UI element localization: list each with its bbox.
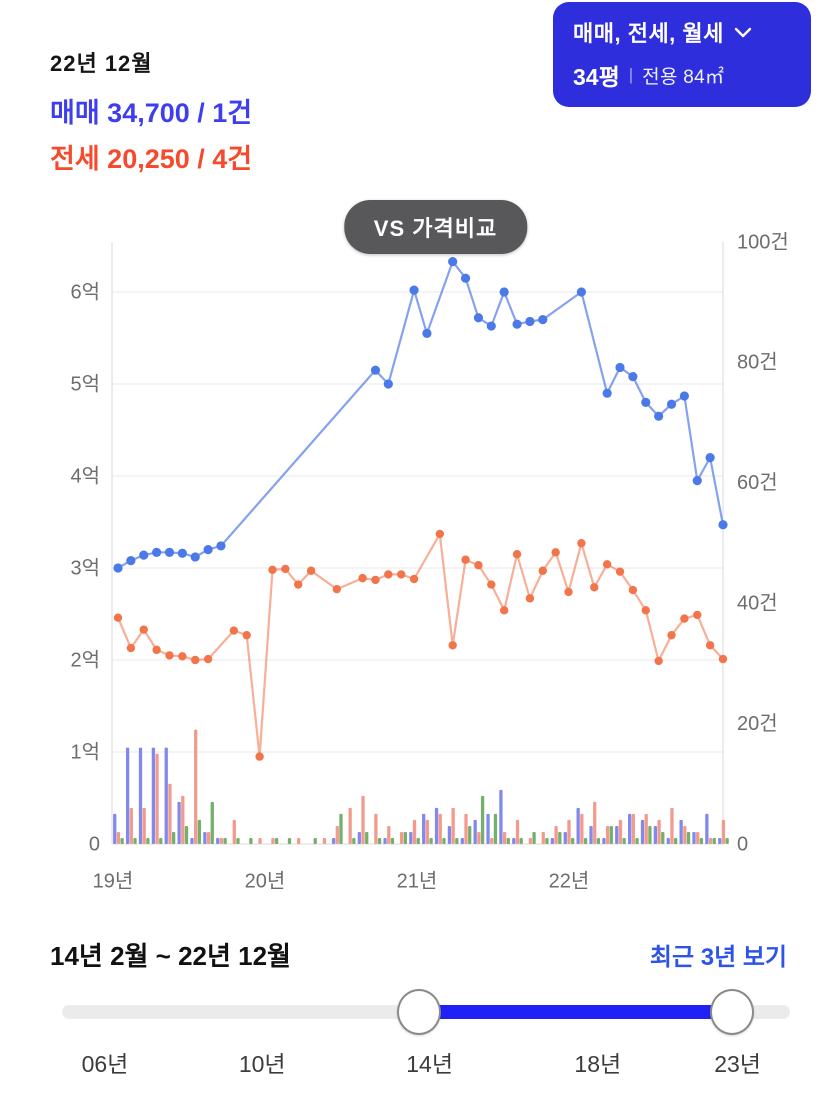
exclusive-area-label: 전용 84㎡ [642,66,725,88]
separator-bar: | [628,65,634,84]
svg-text:6억: 6억 [70,280,100,303]
slider-right-handle[interactable] [709,989,754,1035]
recent-3-years-link[interactable]: 최근 3년 보기 [649,944,787,971]
svg-text:0: 0 [89,833,100,855]
slider-year-label: 06년 [81,1051,129,1077]
svg-text:40건: 40건 [737,591,778,614]
svg-text:100건: 100건 [737,232,789,253]
chart-header: 22년 12월 매매 34,700 / 1건 전세 20,250 / 4건 매매… [0,0,827,176]
price-history-chart: VS 가격비교 6억 5억 4억 3억 2억 1억 0 100건 80건 60건 40건 20건 0 19… [0,200,827,902]
svg-text:0: 0 [737,833,748,855]
svg-text:3억: 3억 [70,556,100,579]
range-header: 14년 2월 ~ 22년 12월 최근 3년 보기 [50,936,787,973]
svg-text:21년: 21년 [397,869,438,892]
svg-text:20년: 20년 [245,869,286,892]
vs-price-compare-button[interactable]: VS 가격비교 [343,200,528,254]
svg-text:5억: 5억 [70,372,100,395]
slider-left-handle[interactable] [396,989,441,1035]
svg-text:80건: 80건 [737,351,778,374]
svg-text:60건: 60건 [737,471,778,494]
svg-text:4억: 4억 [70,464,100,487]
pyeong-size-label: 34평 [573,64,620,90]
chart-canvas: 6억 5억 4억 3억 2억 1억 0 100건 80건 60건 40건 20건 0 19년 20년 21년 2… [70,232,789,892]
date-range-label: 14년 2월 ~ 22년 12월 [50,941,291,971]
svg-text:19년: 19년 [93,869,134,892]
jeonse-price-summary: 전세 20,250 / 4건 [50,144,253,174]
trade-type-area-filter-button[interactable]: 매매, 전세, 월세 34평 | 전용 84㎡ [553,2,811,107]
year-range-slider: 06년 10년 14년 18년 23년 [62,989,790,1085]
slider-year-labels: 06년 10년 14년 18년 23년 [62,1045,790,1085]
slider-year-label: 14년 [406,1051,453,1077]
svg-text:2억: 2억 [70,648,100,671]
svg-text:1억: 1억 [70,740,100,763]
slider-year-label: 18년 [574,1051,622,1077]
slider-year-label: 23년 [714,1051,761,1077]
slider-year-label: 10년 [238,1051,286,1077]
svg-text:22년: 22년 [549,869,590,892]
sale-price-summary: 매매 34,700 / 1건 [50,98,253,128]
svg-text:20건: 20건 [737,712,778,735]
slider-track[interactable] [62,989,790,1035]
slider-active-range [418,1005,732,1019]
trade-type-label: 매매, 전세, 월세 [573,21,724,46]
selected-month-label: 22년 12월 [50,51,153,76]
chevron-down-icon [734,27,752,37]
